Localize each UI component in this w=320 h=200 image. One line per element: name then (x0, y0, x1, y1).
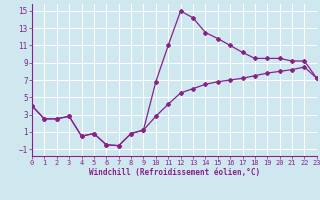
X-axis label: Windchill (Refroidissement éolien,°C): Windchill (Refroidissement éolien,°C) (89, 168, 260, 177)
